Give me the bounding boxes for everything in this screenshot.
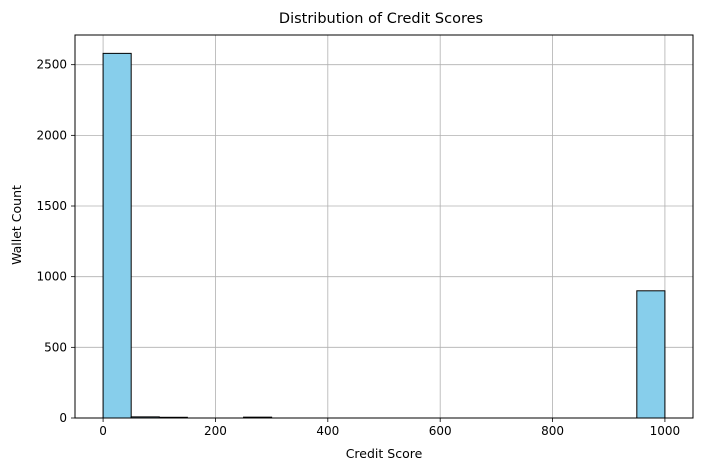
x-tick-label: 800 [541,424,564,438]
x-tick-label: 400 [316,424,339,438]
plot-frame [74,34,694,419]
x-tick-label: 0 [99,424,107,438]
chart-title: Distribution of Credit Scores [279,11,483,27]
y-tick-label: 2000 [36,128,67,142]
y-tick-label: 1500 [36,199,67,213]
y-axis-ticks: 0 500 1000 1500 2000 2500 [36,58,75,425]
grid-lines [75,35,693,419]
x-axis-ticks: 0 200 400 600 800 1000 [99,418,680,438]
y-tick-label: 1000 [36,270,67,284]
histogram-bar [102,52,132,419]
x-tick-label: 600 [429,424,452,438]
y-tick-label: 500 [44,340,67,354]
y-tick-label: 0 [59,411,67,425]
y-axis-label: Wallet Count [9,185,24,265]
x-tick-label: 200 [204,424,227,438]
x-axis-label: Credit Score [346,446,423,461]
histogram-bars [102,52,666,419]
x-tick-label: 1000 [650,424,681,438]
histogram-bar [636,290,666,419]
y-tick-label: 2500 [36,58,67,72]
